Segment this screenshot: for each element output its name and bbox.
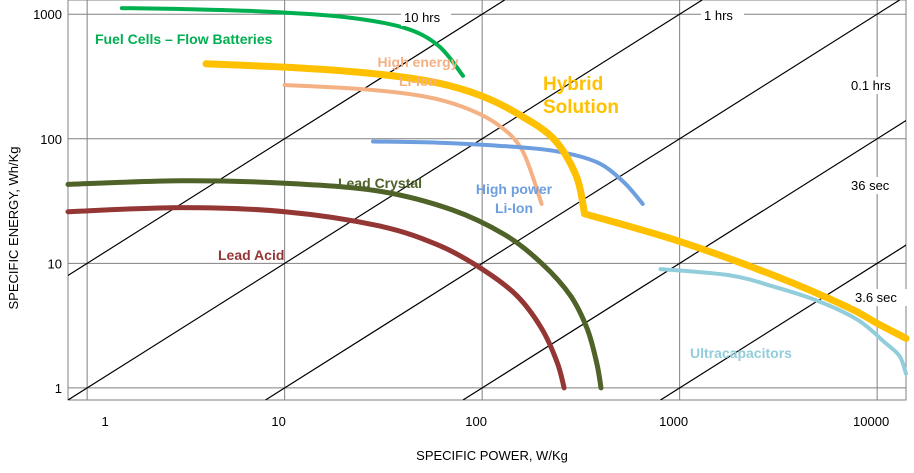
x-tick-label: 1: [102, 414, 109, 429]
series-label: Ultracapacitors: [690, 345, 792, 361]
label-backdrop: [848, 77, 905, 94]
discharge-time-label: 36 sec: [851, 178, 890, 193]
series-label: High energy Li-Ion: [378, 54, 459, 89]
discharge-time-label: 0.1 hrs: [851, 78, 891, 93]
discharge-time-line: [68, 0, 703, 400]
discharge-time-line: [660, 244, 906, 400]
x-tick-label: 100: [465, 414, 487, 429]
label-backdrop: [701, 7, 744, 24]
x-tick-labels: 1 10 100 1000 10000: [102, 414, 890, 429]
y-axis-title: SPECIFIC ENERGY, Wh/Kg: [6, 146, 21, 309]
plot-frame: [67, 0, 907, 401]
series-label: Fuel Cells – Flow Batteries: [95, 31, 273, 47]
y-tick-labels: 1 10 100 1000: [33, 7, 62, 396]
series-curve: [65, 205, 567, 391]
series-curve: [202, 60, 910, 342]
y-tick-label: 10: [48, 256, 62, 271]
series-curve: [119, 6, 465, 78]
series-curve: [658, 267, 908, 376]
discharge-time-line: [68, 0, 505, 277]
y-tick-label: 1: [55, 381, 62, 396]
series-label: Lead Acid: [218, 247, 284, 263]
series-labels: Fuel Cells – Flow Batteries Hybrid Solutio…: [95, 31, 792, 361]
series-label: Lead Crystal: [338, 175, 422, 191]
x-tick-label: 1000: [659, 414, 688, 429]
series-label: Hybrid Solution: [543, 74, 619, 118]
label-backdrop: [401, 9, 451, 26]
discharge-time-labels: 10 hrs 1 hrs 0.1 hrs 36 sec 3.6 sec: [401, 7, 909, 306]
series-curve: [65, 178, 604, 391]
discharge-time-label: 3.6 sec: [855, 290, 897, 305]
discharge-time-label: 10 hrs: [404, 10, 441, 25]
series-curve: [371, 139, 645, 206]
x-tick-label: 10: [271, 414, 285, 429]
series-label: High power Li-Ion: [476, 181, 553, 216]
x-axis-title: SPECIFIC POWER, W/Kg: [416, 448, 568, 463]
series-curve: [282, 83, 544, 206]
discharge-time-line: [462, 119, 906, 400]
label-backdrop: [848, 177, 898, 194]
label-backdrop: [852, 289, 909, 306]
y-tick-label: 1000: [33, 7, 62, 22]
y-tick-label: 100: [40, 132, 62, 147]
series-curves: [65, 6, 910, 391]
discharge-time-label: 1 hrs: [704, 8, 733, 23]
x-tick-label: 10000: [853, 414, 889, 429]
